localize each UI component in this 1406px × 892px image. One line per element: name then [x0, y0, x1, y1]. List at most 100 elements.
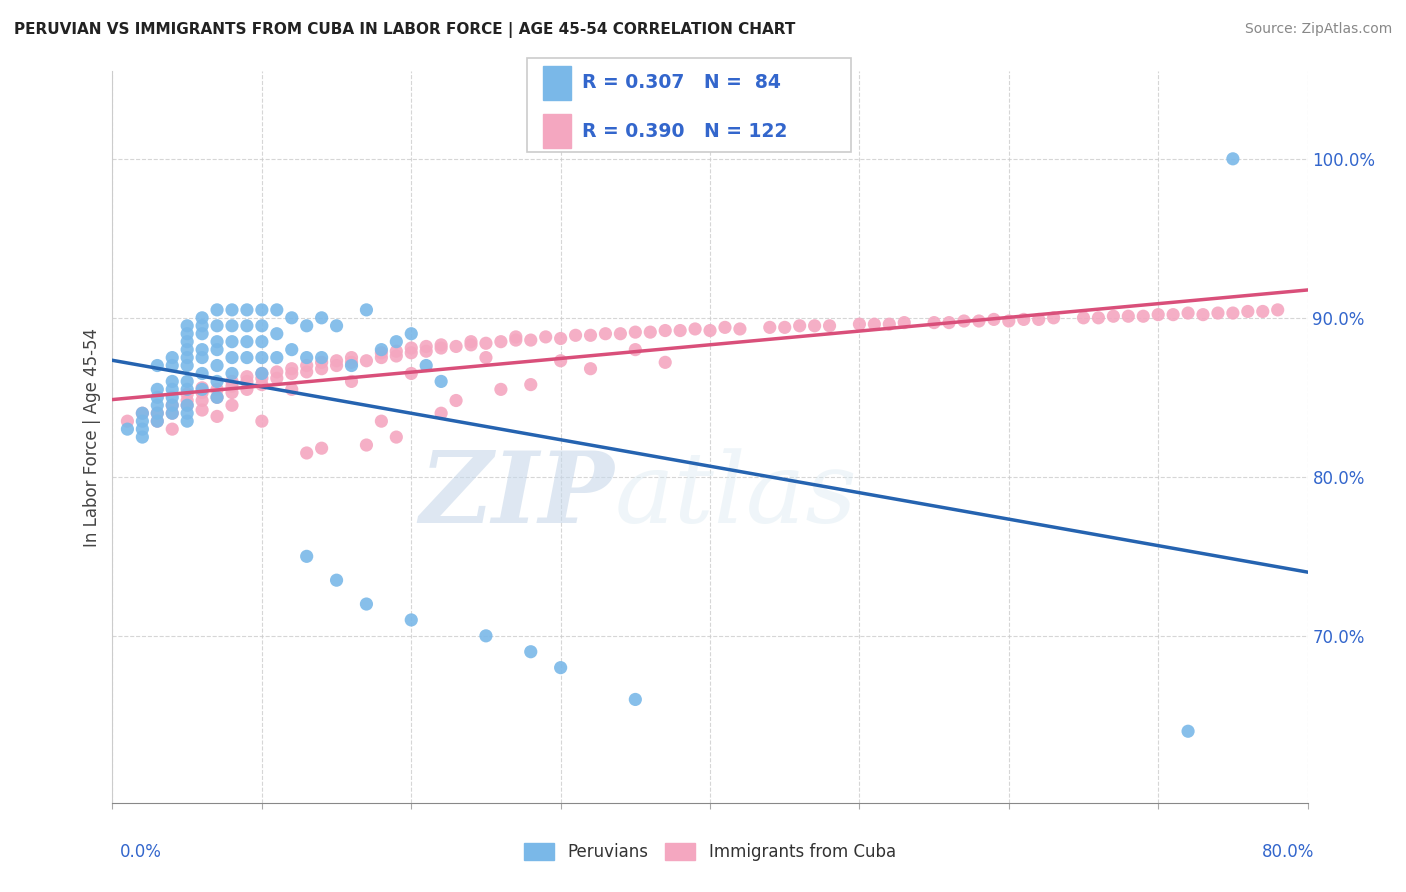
Point — [789, 318, 811, 333]
Text: PERUVIAN VS IMMIGRANTS FROM CUBA IN LABOR FORCE | AGE 45-54 CORRELATION CHART: PERUVIAN VS IMMIGRANTS FROM CUBA IN LABO… — [14, 22, 796, 38]
Point — [370, 346, 392, 360]
Point — [1102, 310, 1125, 324]
Point — [430, 341, 453, 355]
Point — [295, 365, 318, 379]
Point — [146, 390, 169, 404]
Point — [340, 359, 363, 373]
Point — [983, 312, 1005, 326]
Point — [221, 302, 243, 317]
Point — [266, 371, 288, 385]
Point — [1073, 310, 1095, 325]
Point — [266, 351, 288, 365]
Point — [922, 316, 945, 330]
Point — [146, 406, 169, 420]
Point — [281, 367, 304, 381]
Point — [176, 393, 198, 408]
Point — [236, 302, 259, 317]
Point — [191, 343, 214, 357]
Point — [205, 359, 228, 373]
Point — [295, 318, 318, 333]
Point — [759, 320, 782, 334]
Point — [191, 318, 214, 333]
Point — [340, 375, 363, 389]
Point — [205, 343, 228, 357]
Point — [356, 302, 378, 317]
Point — [938, 316, 960, 330]
Text: 80.0%: 80.0% — [1263, 843, 1315, 861]
Point — [640, 325, 662, 339]
Point — [699, 324, 721, 338]
Point — [863, 317, 886, 331]
Point — [624, 325, 647, 339]
Text: 0.0%: 0.0% — [120, 843, 162, 861]
Point — [131, 422, 153, 436]
Point — [340, 355, 363, 369]
Point — [176, 318, 198, 333]
Point — [205, 334, 228, 349]
Point — [162, 390, 183, 404]
Point — [415, 344, 437, 359]
Point — [266, 302, 288, 317]
Point — [401, 367, 423, 381]
Point — [250, 367, 273, 381]
Point — [295, 446, 318, 460]
Point — [146, 414, 169, 428]
Point — [1161, 308, 1184, 322]
Point — [848, 317, 870, 331]
Point — [117, 414, 139, 428]
Point — [250, 334, 273, 349]
Point — [191, 403, 214, 417]
Point — [236, 369, 259, 384]
Point — [475, 351, 498, 365]
Point — [205, 390, 228, 404]
Point — [191, 385, 214, 400]
Point — [221, 367, 243, 381]
Point — [162, 422, 183, 436]
Point — [430, 338, 453, 352]
Point — [325, 318, 347, 333]
Point — [131, 430, 153, 444]
Point — [176, 359, 198, 373]
Point — [176, 375, 198, 389]
Point — [205, 302, 228, 317]
Point — [1028, 312, 1050, 326]
Point — [176, 351, 198, 365]
Point — [669, 324, 692, 338]
Point — [595, 326, 617, 341]
Point — [1132, 310, 1154, 324]
Point — [520, 377, 543, 392]
Point — [1087, 310, 1109, 325]
Point — [1222, 306, 1244, 320]
Point — [205, 409, 228, 424]
Point — [176, 414, 198, 428]
Point — [564, 328, 586, 343]
Point — [460, 334, 482, 349]
Point — [176, 343, 198, 357]
Point — [401, 613, 423, 627]
Point — [1147, 308, 1170, 322]
Point — [205, 318, 228, 333]
Point — [356, 597, 378, 611]
Point — [162, 351, 183, 365]
Point — [1267, 302, 1289, 317]
Point — [146, 398, 169, 412]
Point — [250, 414, 273, 428]
Point — [579, 361, 602, 376]
Point — [162, 375, 183, 389]
Point — [236, 334, 259, 349]
Point — [654, 355, 676, 369]
Point — [1177, 306, 1199, 320]
Point — [879, 317, 901, 331]
Point — [191, 367, 214, 381]
Point — [505, 330, 527, 344]
Text: atlas: atlas — [614, 448, 858, 543]
Point — [385, 334, 408, 349]
Point — [311, 355, 333, 369]
Point — [311, 441, 333, 455]
Point — [475, 629, 498, 643]
Point — [1206, 306, 1229, 320]
Point — [505, 333, 527, 347]
Point — [550, 331, 572, 345]
Point — [281, 361, 304, 376]
Point — [953, 314, 976, 328]
